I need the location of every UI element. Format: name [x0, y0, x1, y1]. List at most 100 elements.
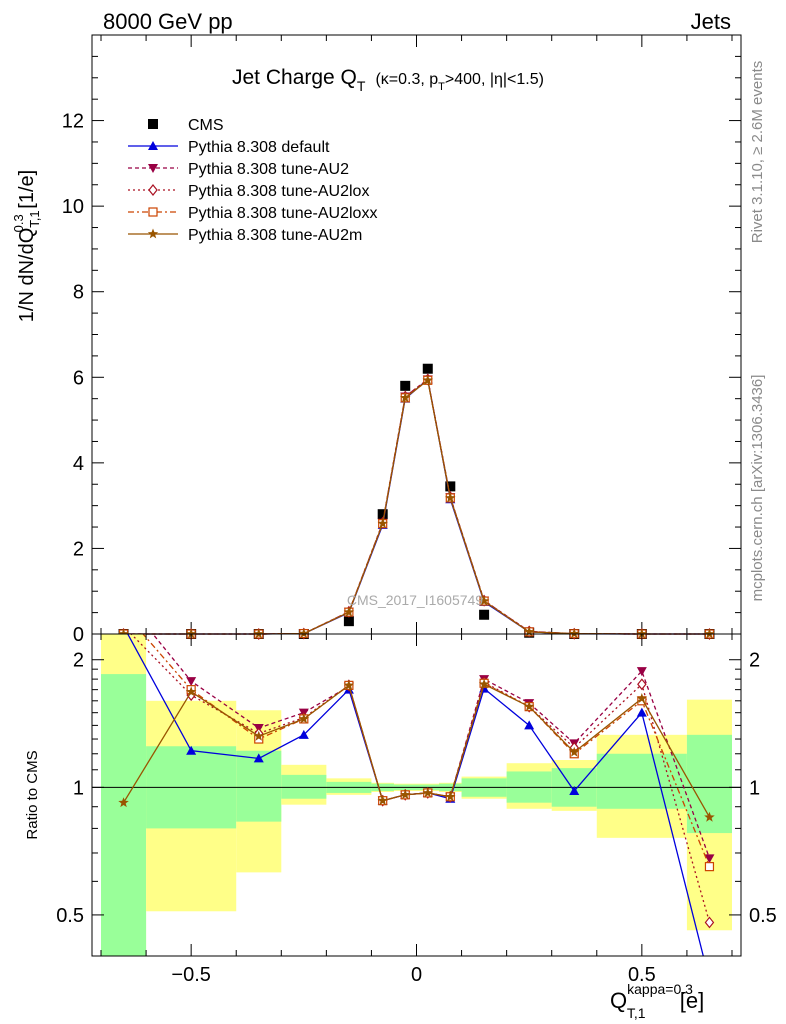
legend-label-au2loxx: Pythia 8.308 tune-AU2loxx — [188, 205, 377, 222]
ratio-point-au2m — [400, 789, 411, 800]
x-axis-label-sup: kappa=0.3 — [627, 981, 693, 997]
ratio-point-au2m — [478, 678, 490, 689]
point-au2m — [445, 492, 456, 503]
y-axis-label-main: 1/N dN/dQ — [16, 228, 38, 322]
ratio-y-tick-label-right: 0.5 — [749, 905, 777, 927]
ratio-point-au2loxx — [704, 862, 715, 872]
ratio-point-au2m — [569, 746, 580, 757]
ratio-point-default — [253, 753, 264, 763]
legend-label-au2: Pythia 8.308 tune-AU2 — [188, 161, 349, 178]
x-axis-label-sub: T,1 — [627, 1005, 646, 1021]
ratio-point-au2m — [636, 693, 648, 703]
ratio-y-tick-label-right: 1 — [749, 777, 760, 799]
ratio-line-au2m — [122, 683, 711, 818]
y-tick-label: 12 — [62, 111, 84, 133]
ratio-y-tick-label: 2 — [73, 650, 84, 672]
uncertainty-bands — [92, 634, 741, 956]
point-au2m — [298, 628, 310, 638]
x-axis-label: Qkappa=0.3 T,1 [e] — [610, 981, 704, 1021]
ratio-marks — [118, 634, 715, 956]
inner-band — [596, 753, 687, 809]
point-data — [445, 481, 456, 492]
point-au2m — [569, 628, 580, 639]
legend-marker-au2 — [148, 164, 158, 173]
y-axis-label-unit: [1/e] — [16, 170, 38, 214]
y-tick-label: 0 — [73, 624, 84, 646]
ratio-point-au2m — [253, 730, 264, 741]
y-tick-label: 2 — [73, 538, 84, 560]
title-main: Jet Charge Q — [232, 66, 357, 89]
inner-band — [101, 674, 147, 956]
upper-axis-ticks: 0 2 4 6 8 10 12 — [62, 35, 741, 646]
upper-panel: 0 2 4 6 8 10 12 CMS_2017_I1605749 Jet Charge Q… — [11, 34, 742, 646]
legend-label-au2m: Pythia 8.308 tune-AU2m — [188, 227, 362, 244]
inner-band — [236, 750, 282, 822]
title-cuts-a: (κ=0.3, p — [375, 71, 438, 88]
point-au2m — [343, 606, 355, 617]
y-axis-label-sup: 0.3 — [11, 214, 26, 232]
legend: CMS Pythia 8.308 default Pythia 8.308 tune… — [128, 117, 377, 244]
point-data — [400, 380, 411, 391]
ratio-point-au2 — [186, 677, 197, 687]
title-cuts-sub: T — [438, 81, 445, 93]
y-tick-label: 4 — [73, 453, 84, 475]
point-au2m — [422, 374, 433, 385]
inner-band — [281, 774, 327, 799]
ratio-point-default — [636, 707, 647, 717]
ratio-y-label: Ratio to CMS — [24, 750, 41, 839]
point-au2m — [377, 518, 388, 529]
point-au2m — [185, 628, 197, 639]
ratio-y-tick-label-right: 2 — [749, 650, 760, 672]
watermark: CMS_2017_I1605749 — [347, 592, 483, 608]
ratio-panel: 0.5 0.5 1 1 2 2 −0.5 0 0.5 Ratio to CMS — [24, 633, 777, 986]
header-right: Jets — [691, 9, 731, 34]
ratio-point-au2m — [377, 795, 388, 806]
title-cuts-b: >400, |η|<1.5) — [445, 71, 544, 88]
ratio-point-au2m — [704, 811, 715, 822]
ratio-point-au2m — [422, 787, 433, 798]
y-axis-label: 1/N dN/dQT,10.3 [1/e] — [11, 170, 42, 322]
ratio-point-au2lox — [637, 678, 647, 691]
legend-marker-au2loxx — [148, 207, 158, 217]
ratio-point-au2lox — [704, 916, 715, 929]
x-tick-label: −0.5 — [171, 964, 210, 986]
legend-marker-default — [148, 141, 158, 150]
point-data — [422, 363, 433, 374]
point-au2m — [118, 628, 129, 639]
plot-title: Jet Charge QT (κ=0.3, pT>400, |η|<1.5) — [232, 66, 544, 94]
ratio-point-au2m — [523, 701, 535, 712]
ratio-axis-ticks: 0.5 0.5 1 1 2 2 −0.5 0 0.5 — [56, 634, 777, 986]
ratio-y-tick-label: 1 — [73, 777, 84, 799]
legend-label-au2lox: Pythia 8.308 tune-AU2lox — [188, 183, 369, 200]
x-axis-label-unit: [e] — [674, 988, 705, 1013]
ratio-point-au2m — [185, 686, 197, 697]
x-tick-label: 0 — [411, 964, 422, 986]
y-axis-label-sub: T,1 — [27, 210, 42, 227]
y-tick-label: 8 — [73, 282, 84, 304]
legend-marker-data — [148, 119, 158, 129]
ratio-point-default — [298, 729, 309, 739]
legend-label-default: Pythia 8.308 default — [188, 139, 330, 156]
x-tick-label: 0.5 — [628, 964, 656, 986]
title-main-sub: T — [357, 78, 366, 94]
ratio-point-default — [524, 720, 535, 730]
legend-label-data: CMS — [188, 117, 224, 134]
point-au2m — [478, 595, 490, 606]
mcplots-credit: mcplots.cern.ch [arXiv:1306.3436] — [749, 375, 766, 602]
point-data — [343, 616, 354, 627]
point-au2m — [400, 392, 411, 403]
y-tick-label: 6 — [73, 367, 84, 389]
point-au2m — [253, 628, 264, 639]
rivet-version: Rivet 3.1.10, ≥ 2.6M events — [749, 61, 766, 244]
ratio-point-au2 — [704, 854, 715, 864]
ratio-point-default — [186, 745, 197, 755]
ratio-point-au2m — [445, 791, 456, 802]
ratio-line-au2loxx — [142, 634, 711, 867]
y-tick-label: 10 — [62, 196, 84, 218]
point-au2m — [636, 628, 648, 639]
legend-marker-au2m — [147, 228, 159, 239]
x-axis-label-main: Q — [610, 988, 627, 1013]
legend-marker-au2lox — [148, 184, 158, 196]
point-data — [377, 509, 388, 520]
